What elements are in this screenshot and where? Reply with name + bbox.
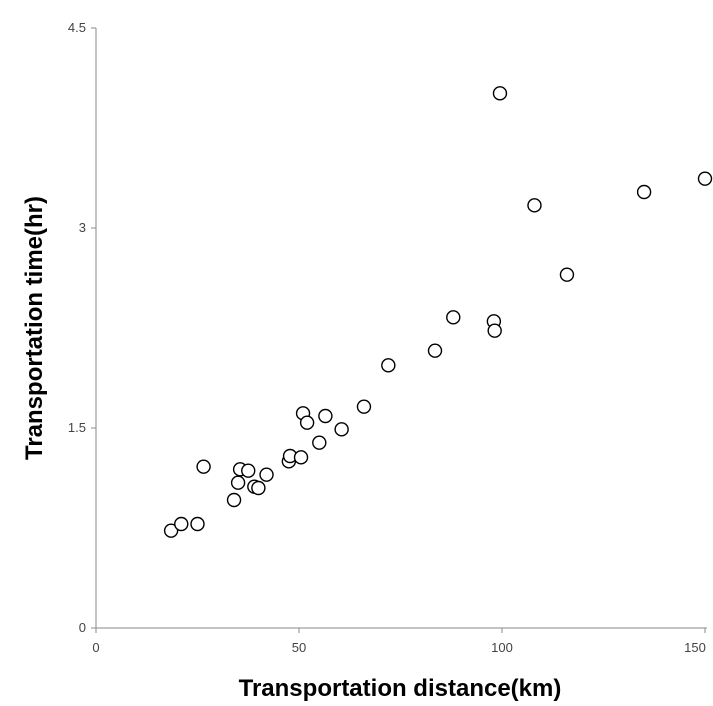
scatter-point bbox=[299, 415, 315, 430]
scatter-point bbox=[259, 467, 274, 482]
x-tick-label: 0 bbox=[92, 640, 99, 655]
scatter-point bbox=[230, 475, 246, 490]
scatter-point bbox=[559, 267, 575, 282]
y-tick-label: 0 bbox=[79, 620, 86, 635]
scatter-point bbox=[190, 516, 205, 532]
axes bbox=[95, 28, 707, 629]
scatter-point bbox=[293, 450, 309, 465]
scatter-point bbox=[446, 310, 461, 325]
ticks: 0 50 100 150 0 1.5 3 4.5 bbox=[68, 20, 706, 655]
scatter-point bbox=[226, 492, 242, 508]
scatter-point bbox=[196, 459, 211, 474]
x-tick-label: 50 bbox=[292, 640, 306, 655]
scatter-point bbox=[251, 480, 266, 496]
y-tick-label: 4.5 bbox=[68, 20, 86, 35]
scatter-point bbox=[487, 323, 502, 338]
x-tick-label: 100 bbox=[491, 640, 513, 655]
y-tick-label: 3 bbox=[79, 220, 86, 235]
scatter-point bbox=[527, 198, 542, 213]
scatter-point bbox=[312, 435, 327, 450]
scatter-point bbox=[318, 408, 333, 424]
scatter-point bbox=[356, 399, 372, 414]
x-tick-label: 150 bbox=[684, 640, 706, 655]
y-axis-title: Transportation time(hr) bbox=[21, 196, 48, 460]
scatter-point bbox=[174, 516, 189, 532]
data-points bbox=[163, 86, 713, 538]
scatter-point bbox=[163, 523, 179, 538]
scatter-point bbox=[697, 171, 713, 186]
scatter-point bbox=[636, 184, 652, 200]
scatter-point bbox=[427, 343, 443, 358]
scatter-point bbox=[492, 86, 508, 101]
y-tick-label: 1.5 bbox=[68, 420, 86, 435]
x-axis-title: Transportation distance(km) bbox=[239, 675, 562, 702]
scatter-point bbox=[241, 463, 256, 478]
scatter-point bbox=[381, 358, 396, 373]
scatter-point bbox=[334, 422, 349, 437]
